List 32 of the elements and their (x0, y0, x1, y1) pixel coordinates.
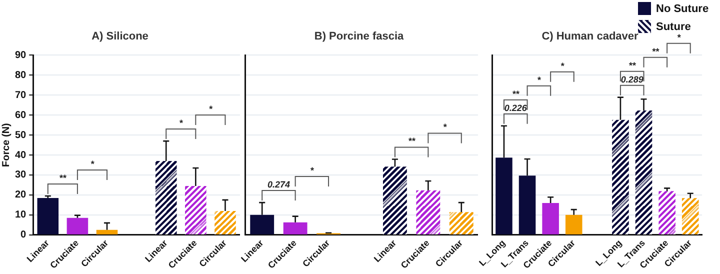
chart-title: B) Porcine fascia (314, 30, 405, 43)
y-tick-label: 90 (15, 50, 27, 61)
annotation: ** (512, 88, 520, 99)
annotation: * (443, 122, 448, 132)
annotation: * (90, 158, 94, 169)
legend-label: Suture (656, 21, 691, 34)
annotation: * (179, 118, 184, 128)
y-tick-label: 30 (15, 170, 27, 181)
annotation: * (560, 60, 564, 71)
y-tick-label: 50 (15, 130, 27, 141)
annotation: 0.274 (267, 180, 290, 190)
annotation: 0.289 (620, 74, 644, 84)
y-tick-label: 70 (15, 90, 27, 101)
text: * (676, 32, 681, 42)
annotation: * (208, 104, 213, 114)
y-tick-label: 0 (20, 230, 27, 241)
annotation: * (310, 166, 314, 176)
chart-title: A) Silicone (92, 30, 148, 43)
annotation: ** (59, 172, 67, 183)
annotation: ** (652, 46, 660, 56)
y-tick-label: 10 (15, 210, 27, 221)
y-tick-label: 80 (15, 70, 27, 81)
annotation: ** (628, 60, 636, 70)
annotation: * (537, 74, 542, 85)
annotation: 0.226 (504, 102, 528, 113)
y-axis-title: Force (N) (0, 123, 12, 167)
y-tick-label: 60 (15, 110, 27, 121)
annotation: ** (408, 136, 416, 146)
y-tick-label: 40 (15, 150, 27, 161)
y-tick-label: 20 (15, 190, 27, 201)
chart-title: C) Human cadaver (542, 30, 640, 43)
legend-label: No Suture (656, 3, 709, 16)
